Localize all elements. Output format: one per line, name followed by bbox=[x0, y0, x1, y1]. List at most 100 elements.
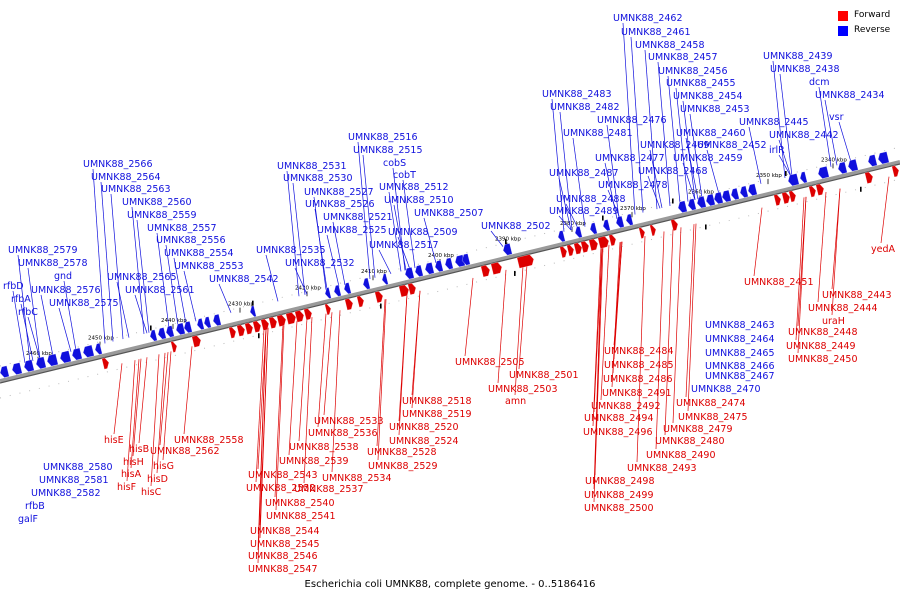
forward-gene-arrow bbox=[559, 246, 568, 259]
leader-line bbox=[92, 168, 106, 344]
forward-gene-arrow bbox=[638, 227, 646, 239]
feature-marker bbox=[258, 333, 260, 339]
forward-gene-label: UMNK88_2449 bbox=[786, 341, 856, 352]
forward-gene-arrow bbox=[101, 357, 110, 370]
forward-gene-label: hisB bbox=[129, 444, 149, 455]
forward-gene-label: UMNK88_2534 bbox=[322, 473, 392, 484]
reverse-gene-label: UMNK88_2477 bbox=[595, 153, 665, 164]
reverse-gene-arrow bbox=[721, 189, 732, 203]
forward-gene-label: UMNK88_2498 bbox=[585, 476, 655, 487]
leader-line bbox=[100, 181, 114, 342]
reverse-gene-label: UMNK88_2454 bbox=[673, 91, 743, 102]
tick-label: 2430 kbp bbox=[228, 302, 254, 308]
reverse-gene-arrow bbox=[203, 316, 212, 329]
forward-gene-label: UMNK88_2545 bbox=[250, 539, 320, 550]
reverse-gene-label: UMNK88_2510 bbox=[384, 195, 454, 206]
leader-line bbox=[630, 36, 644, 213]
reverse-gene-label: UMNK88_2516 bbox=[348, 132, 418, 143]
leader-line bbox=[423, 217, 437, 264]
reverse-gene-arrow bbox=[787, 173, 800, 187]
reverse-gene-label: gnd bbox=[54, 271, 72, 282]
reverse-gene-label: UMNK88_2564 bbox=[91, 172, 161, 183]
leader-line bbox=[604, 162, 618, 219]
reverse-gene-label: UMNK88_2482 bbox=[550, 102, 620, 113]
leader-line bbox=[357, 141, 371, 280]
reverse-gene-arrow bbox=[877, 151, 890, 165]
genome-backbone bbox=[0, 146, 900, 399]
leader-line bbox=[294, 267, 308, 295]
forward-gene-label: UMNK88_2448 bbox=[788, 327, 858, 338]
forward-gene-label: UMNK88_2539 bbox=[279, 456, 349, 467]
leader-line bbox=[607, 189, 621, 219]
leader-line bbox=[27, 316, 41, 360]
leader-line bbox=[689, 113, 703, 199]
forward-gene-arrow bbox=[344, 298, 354, 311]
leader-line bbox=[818, 86, 832, 167]
forward-gene-label: UMNK88_2524 bbox=[389, 436, 459, 447]
reverse-gene-label: rfbB bbox=[25, 501, 45, 512]
forward-gene-arrow bbox=[573, 242, 583, 255]
leader-line bbox=[682, 100, 696, 200]
reverse-gene-label: UMNK88_2535 bbox=[256, 245, 326, 256]
leader-line bbox=[464, 277, 474, 357]
reverse-gene-label: UMNK88_2502 bbox=[481, 221, 551, 232]
leader-line bbox=[682, 162, 696, 201]
reverse-gene-label: UMNK88_2579 bbox=[8, 245, 78, 256]
leader-line bbox=[138, 357, 148, 444]
reverse-gene-arrow bbox=[625, 213, 634, 226]
leader-line bbox=[162, 351, 172, 461]
reverse-gene-label: irlR bbox=[769, 145, 785, 156]
forward-gene-label: UMNK88_2540 bbox=[265, 498, 335, 509]
forward-gene-arrow bbox=[228, 326, 237, 339]
forward-gene-arrow bbox=[490, 261, 503, 275]
reverse-gene-label: UMNK88_2557 bbox=[147, 223, 217, 234]
reverse-gene-label: rfbC bbox=[18, 307, 38, 318]
leader-line bbox=[136, 219, 150, 333]
leader-line bbox=[748, 126, 762, 184]
leader-line bbox=[131, 206, 145, 334]
forward-gene-label: hisC bbox=[141, 487, 162, 498]
reverse-gene-label: UMNK88_2560 bbox=[122, 197, 192, 208]
leader-line bbox=[116, 281, 130, 338]
reverse-gene-arrow bbox=[414, 264, 424, 277]
tick-label: 2370 kbp bbox=[620, 206, 646, 212]
reverse-gene-label: UMNK88_2565 bbox=[107, 272, 177, 283]
forward-gene-label: hisE bbox=[104, 435, 124, 446]
leader-line bbox=[667, 75, 681, 204]
leader-line bbox=[257, 328, 267, 564]
reverse-gene-label: UMNK88_2462 bbox=[613, 13, 683, 24]
leader-line bbox=[558, 177, 572, 231]
leader-line bbox=[58, 307, 72, 352]
forward-gene-arrow bbox=[815, 183, 825, 196]
tick-label: 2390 kbp bbox=[495, 237, 521, 243]
forward-gene-arrow bbox=[891, 165, 900, 178]
forward-gene-arrow bbox=[268, 316, 278, 329]
forward-gene-label: hisF bbox=[117, 482, 136, 493]
reverse-gene-arrow bbox=[165, 325, 175, 338]
leader-line bbox=[257, 328, 267, 470]
forward-gene-label: UMNK88_2529 bbox=[368, 461, 438, 472]
reverse-gene-arrow bbox=[71, 347, 83, 361]
reverse-gene-arrow bbox=[46, 353, 59, 367]
tick-label: 2380 kbp bbox=[560, 221, 586, 227]
leader-line bbox=[779, 73, 793, 177]
reverse-gene-arrow bbox=[196, 317, 205, 330]
forward-gene-label: UMNK88_2479 bbox=[663, 424, 733, 435]
reverse-gene-label: galF bbox=[18, 514, 38, 525]
reverse-gene-arrow bbox=[362, 277, 371, 290]
leader-line bbox=[259, 327, 269, 539]
reverse-gene-label: UMNK88_2581 bbox=[39, 475, 109, 486]
feature-marker bbox=[514, 270, 516, 276]
leader-line bbox=[288, 320, 298, 456]
reverse-gene-arrow bbox=[82, 344, 95, 358]
leader-line bbox=[255, 328, 265, 483]
forward-gene-label: UMNK88_2519 bbox=[402, 409, 472, 420]
leader-line bbox=[134, 294, 148, 334]
reverse-gene-label: UMNK88_2434 bbox=[815, 90, 885, 101]
leader-line bbox=[592, 246, 602, 427]
reverse-gene-label: UMNK88_2559 bbox=[127, 210, 197, 221]
leader-line bbox=[183, 346, 193, 435]
forward-gene-arrow bbox=[236, 324, 246, 337]
forward-gene-label: UMNK88_2480 bbox=[655, 436, 725, 447]
reverse-gene-label: UMNK88_2515 bbox=[353, 145, 423, 156]
